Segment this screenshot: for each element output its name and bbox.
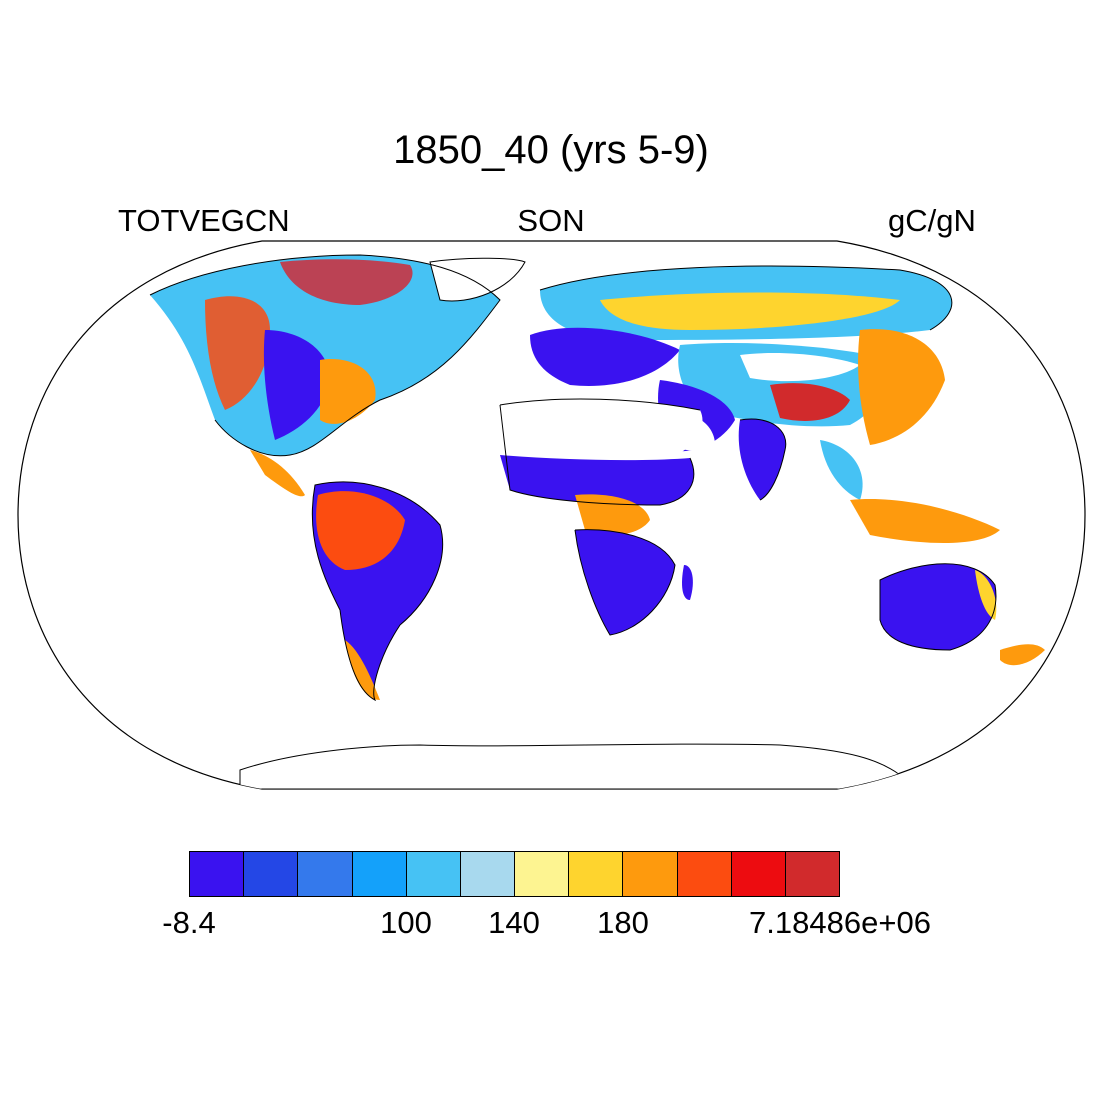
colorbar-swatch-10 [731, 852, 786, 896]
colorbar-label-1: 100 [380, 905, 432, 940]
colorbar-label-0: -8.4 [162, 905, 216, 940]
colorbar-swatch-7 [569, 852, 624, 896]
region-arctic-na [280, 259, 413, 305]
colorbar-swatch-5 [460, 852, 516, 896]
region-siberia [600, 292, 900, 330]
colorbar-swatch-4 [406, 852, 461, 896]
colorbar-swatch-11 [785, 852, 840, 896]
colorbar-swatch-3 [352, 852, 407, 896]
region-western-na [205, 296, 270, 410]
region-east-na [320, 359, 376, 424]
region-east-asia [858, 329, 945, 445]
region-gobi [740, 353, 860, 382]
coastlines [149, 254, 997, 702]
region-australia [880, 563, 996, 650]
region-southeast-asia [820, 440, 863, 500]
antarctica [239, 743, 901, 789]
region-amazon [316, 491, 405, 570]
colorbar [189, 851, 840, 897]
region-india [738, 419, 786, 500]
region-tibet [770, 383, 850, 421]
colorbar-swatch-9 [677, 852, 732, 896]
colorbar-label-3: 180 [597, 905, 649, 940]
region-europe [530, 327, 680, 386]
colorbar-swatch-6 [515, 852, 570, 896]
greenland [429, 257, 526, 302]
region-south-tip [345, 640, 380, 700]
region-central-america [250, 450, 305, 497]
map-title: 1850_40 (yrs 5-9) [393, 128, 709, 172]
colorbar-label-2: 140 [488, 905, 540, 940]
colorbar-swatch-1 [244, 852, 299, 896]
region-sahara [500, 398, 703, 465]
colorbar-swatch-2 [298, 852, 353, 896]
colorbar-label-4: 7.18486e+06 [749, 905, 931, 940]
madagascar [682, 565, 693, 600]
new-zealand [1000, 644, 1045, 666]
region-central-na [263, 330, 330, 440]
colorbar-swatch-8 [623, 852, 678, 896]
region-sahel [500, 455, 694, 505]
season-label: SON [517, 203, 585, 238]
land-regions [150, 255, 1045, 789]
colorbar-swatch-0 [190, 852, 245, 896]
region-southern-africa [575, 529, 675, 635]
region-aus-coast [975, 570, 997, 620]
units-label: gC/gN [888, 203, 976, 238]
variable-label: TOTVEGCN [118, 203, 290, 238]
region-indonesia [850, 499, 1000, 544]
